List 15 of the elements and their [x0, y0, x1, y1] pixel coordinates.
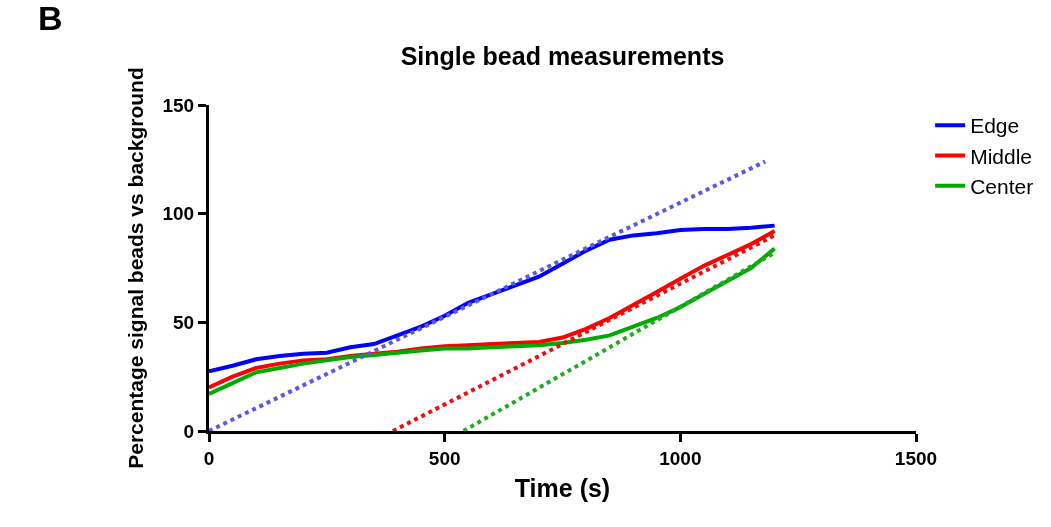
y-tick-label: 50 [173, 311, 195, 333]
y-axis-title: Percentage signal beads vs background [123, 67, 147, 469]
chart-title: Single bead measurements [400, 41, 725, 70]
legend-label: Edge [970, 114, 1020, 138]
y-tick-label: 150 [162, 94, 195, 116]
x-axis-title: Time (s) [514, 473, 611, 502]
x-tick-label: 0 [203, 447, 215, 469]
x-tick-label: 1500 [894, 447, 938, 469]
x-tick-label: 1000 [659, 447, 702, 469]
legend-label: Middle [970, 144, 1033, 168]
text: B [38, 0, 63, 37]
y-tick-label: 0 [183, 420, 195, 442]
x-tick-label: 500 [428, 447, 461, 469]
legend-label: Center [970, 174, 1034, 198]
y-tick-label: 100 [162, 203, 195, 225]
